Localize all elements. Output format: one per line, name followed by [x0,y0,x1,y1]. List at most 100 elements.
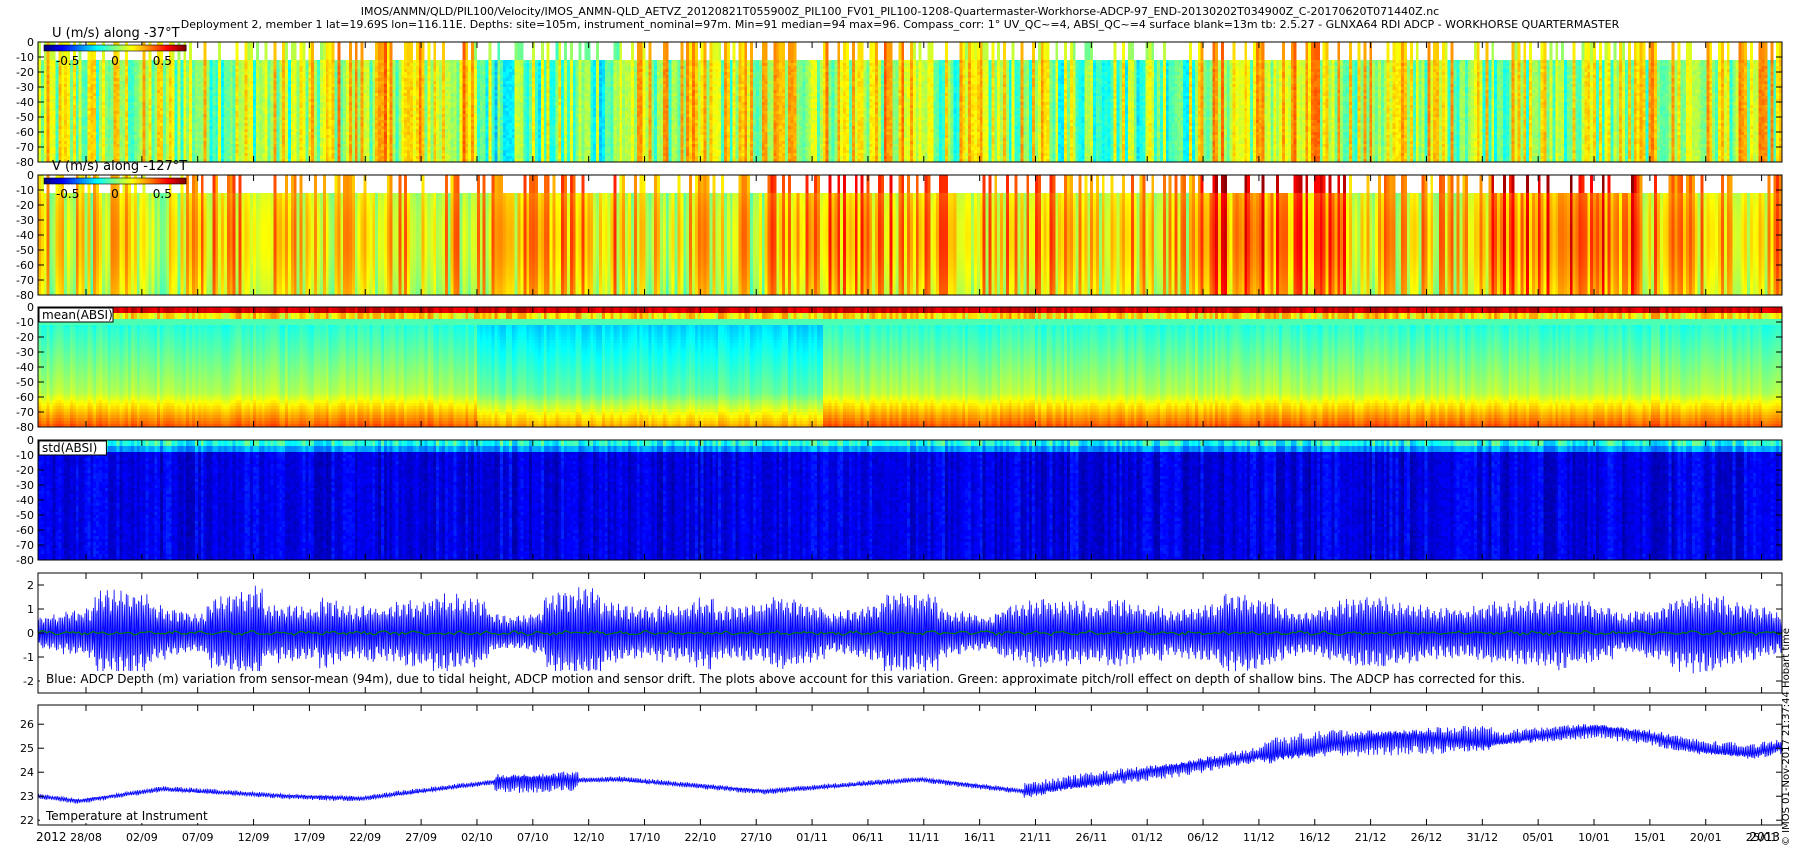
y-tick-label: -50 [16,111,34,124]
x-date-label: 16/12 [1299,831,1331,844]
y-tick-label: -40 [16,494,34,507]
y-axis-panel-3: 0 -10 -20 -30 -40 -50 -60 -70 -80 [16,434,1782,567]
mean-absi-heatmap [38,307,1782,427]
mean-absi-xticks [85,307,1763,427]
colorbar-swatch [84,45,88,51]
colorbar-swatch [98,45,102,51]
colorbar-swatch [131,178,135,184]
y-tick-label: -60 [16,259,34,272]
colorbar-swatch [155,178,159,184]
y-tick-label: 24 [20,766,34,779]
x-date-label: 27/09 [405,831,437,844]
y-tick-label: -10 [16,51,34,64]
v-panel-title: V (m/s) along -127°T [52,159,187,174]
colorbar-swatch [65,45,69,51]
colorbar-swatch [148,178,151,184]
colorbar-swatch [70,45,73,51]
y-tick-label: -10 [16,316,34,329]
y-tick-label: -70 [16,406,34,419]
colorbar-swatch [112,178,116,184]
colorbar-swatch [181,178,185,184]
x-date-label: 11/11 [908,831,940,844]
colorbar-swatch [74,45,78,51]
colorbar-swatch [81,45,85,51]
colorbar-swatch [117,45,121,51]
x-date-label: 26/12 [1411,831,1443,844]
x-date-label: 26/11 [1075,831,1107,844]
colorbar-swatch [91,178,95,184]
colorbar-swatch [176,45,180,51]
y-tick-label: -60 [16,524,34,537]
x-date-label: 01/11 [796,831,828,844]
y-tick-label: -70 [16,274,34,287]
x-date-label: 07/09 [182,831,214,844]
colorbar-panel-1: -0.5 0 0.5 [43,177,187,201]
depth-caption-text: Blue: ADCP Depth (m) variation from sens… [46,672,1525,686]
colorbar-swatch [174,45,178,51]
colorbar-tick-label: -0.5 [56,54,79,68]
colorbar-swatch [103,178,107,184]
y-tick-label: -40 [16,361,34,374]
colorbar-tick-label: 0 [111,187,119,201]
colorbar-swatch [67,178,71,184]
copyright-note: © IMOS 01-Nov-2017 21:37:44 Hobart time [1781,628,1792,846]
x-axis-date-labels: 28/08 02/09 07/09 12/09 17/09 22/09 27/09 02/10… [36,830,1780,844]
colorbar-swatch [88,178,92,184]
colorbar-swatch [53,178,57,184]
colorbar-swatch [176,178,180,184]
y-tick-label: -30 [16,81,34,94]
colorbar-panel-0: -0.5 0 0.5 [43,44,187,68]
u-panel-title: U (m/s) along -37°T [52,26,180,41]
temperature-line [37,724,1783,804]
colorbar-swatch [131,45,135,51]
y-tick-label: -80 [16,554,34,567]
y-tick-label: -50 [16,509,34,522]
y-tick-label: -20 [16,331,34,344]
mean-absi-label-text: mean(ABSI) [42,308,113,322]
colorbar-swatch [55,178,59,184]
colorbar-swatch [84,178,88,184]
colorbar-swatch [171,45,175,51]
y-tick-label: -20 [16,199,34,212]
x-date-label: 05/01 [1522,831,1554,844]
colorbar-swatch [117,178,121,184]
colorbar-swatch [58,45,62,51]
x-date-label: 22/09 [349,831,381,844]
x-date-label: 11/12 [1243,831,1275,844]
colorbar-swatch [162,45,166,51]
y-tick-label: 0 [27,169,34,182]
y-tick-label: -70 [16,141,34,154]
colorbar-swatch [150,45,154,51]
y-axis-panel-1: 0 -10 -20 -30 -40 -50 -60 -70 -80 [16,169,1782,302]
colorbar-swatch [91,45,95,51]
colorbar-swatch [115,45,118,51]
colorbar-swatch [143,45,147,51]
colorbar-swatch [119,45,123,51]
colorbar-swatch [72,178,76,184]
colorbar-swatch [133,178,137,184]
colorbar-swatch [46,178,50,184]
x-date-label: 06/12 [1187,831,1219,844]
std-absi-label-text: std(ABSI) [42,441,97,455]
x-date-label: 12/09 [238,831,270,844]
colorbar-swatch [79,178,83,184]
y-axis-panel-4: 2 1 0 -1 -2 [23,579,1782,688]
colorbar-swatch [145,178,149,184]
y-tick-label: -40 [16,96,34,109]
colorbar-swatch [46,45,50,51]
y-tick-label: 0 [27,434,34,447]
colorbar-swatch [157,45,161,51]
colorbar-swatch [44,45,47,51]
colorbar-tick-label: -0.5 [56,187,79,201]
depth-caption: Blue: ADCP Depth (m) variation from sens… [40,671,1600,686]
colorbar-swatch [55,45,59,51]
colorbar-swatch [107,178,111,184]
std-absi-xticks [85,440,1763,560]
colorbar-swatch [51,45,54,51]
x-date-label: 21/11 [1020,831,1052,844]
colorbar-swatch [103,45,107,51]
temperature-xticks [85,705,1763,825]
colorbar-swatch [93,178,97,184]
y-tick-label: -50 [16,376,34,389]
